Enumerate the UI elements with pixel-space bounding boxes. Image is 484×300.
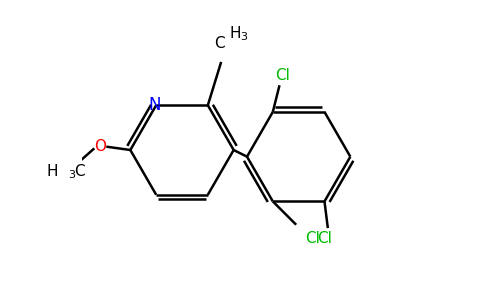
Text: H: H <box>46 164 58 179</box>
Text: H: H <box>229 26 241 41</box>
Text: Cl: Cl <box>305 231 320 246</box>
Text: C: C <box>74 164 84 179</box>
Text: O: O <box>94 139 106 154</box>
Text: Cl: Cl <box>275 68 290 83</box>
Text: N: N <box>148 96 161 114</box>
Text: 3: 3 <box>69 170 76 180</box>
Text: 3: 3 <box>241 32 247 42</box>
Text: C: C <box>214 36 225 51</box>
Text: Cl: Cl <box>317 231 332 246</box>
